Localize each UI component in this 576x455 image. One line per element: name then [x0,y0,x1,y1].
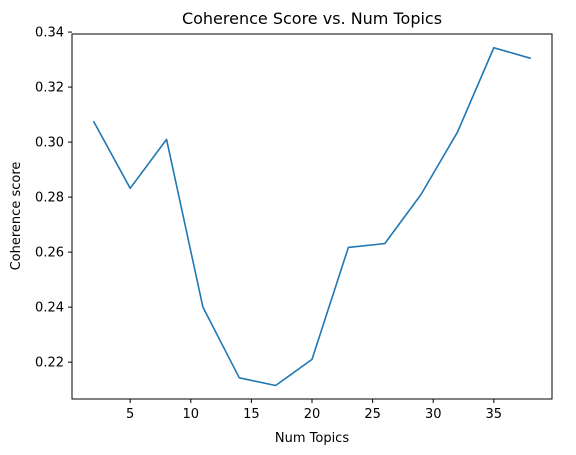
x-tick-label: 35 [486,407,503,422]
y-tick-label: 0.28 [35,191,64,206]
y-tick-label: 0.24 [35,301,64,316]
y-tick-label: 0.34 [35,26,64,41]
x-tick-label: 15 [243,407,260,422]
x-tick-label: 10 [183,407,200,422]
chart-title: Coherence Score vs. Num Topics [182,9,442,28]
y-tick-label: 0.30 [35,136,64,151]
coherence-series-line [93,46,531,387]
y-axis-ticks: 0.22 0.24 0.26 0.28 0.30 0.32 0.34 [35,26,72,371]
axes-frame [71,33,553,400]
y-tick-label: 0.22 [35,356,64,371]
y-axis-title: Coherence score [9,162,24,271]
plot-area [71,33,553,400]
y-tick-label: 0.32 [35,81,64,96]
x-tick-label: 5 [126,407,134,422]
x-axis-ticks: 5 10 15 20 25 30 35 [126,399,502,422]
x-tick-label: 20 [304,407,321,422]
x-axis-title: Num Topics [275,431,349,446]
x-tick-label: 30 [425,407,442,422]
x-tick-label: 25 [364,407,381,422]
y-tick-label: 0.26 [35,246,64,261]
